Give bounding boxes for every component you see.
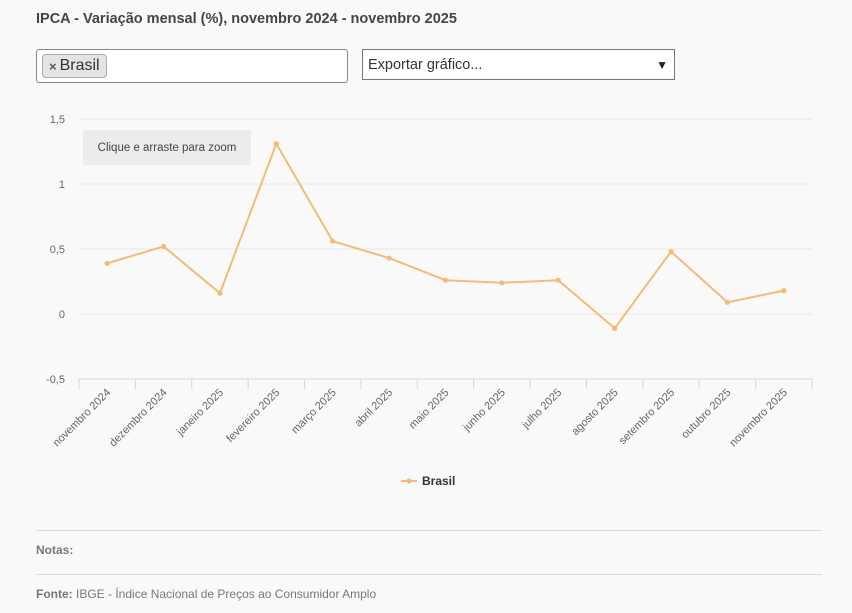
x-tick-label: julho 2025: [519, 387, 564, 432]
filter-tag-brasil: × Brasil: [42, 54, 107, 78]
series-line: [106, 142, 785, 330]
x-tick-label: setembro 2025: [617, 387, 677, 447]
data-point[interactable]: [217, 290, 223, 296]
region-filter-input[interactable]: × Brasil: [36, 49, 348, 83]
data-point[interactable]: [612, 325, 618, 331]
x-tick-label: novembro 2025: [727, 387, 790, 450]
chart-legend: Brasil: [401, 474, 455, 488]
data-point[interactable]: [555, 277, 561, 283]
data-point[interactable]: [668, 249, 674, 255]
y-tick-label: -0,5: [46, 374, 65, 386]
x-tick-label: março 2025: [289, 387, 339, 437]
notes-label: Notas:: [36, 543, 74, 557]
remove-tag-icon[interactable]: ×: [49, 58, 57, 74]
source-value: IBGE - Índice Nacional de Preços ao Cons…: [76, 587, 377, 601]
y-tick-label: 0: [59, 309, 65, 321]
source-label: Fonte:: [36, 587, 73, 601]
x-tick-label: abril 2025: [353, 387, 396, 430]
data-point[interactable]: [442, 277, 449, 283]
x-tick-label: junho 2025: [460, 387, 508, 435]
data-point[interactable]: [273, 141, 279, 147]
data-point[interactable]: [499, 280, 505, 286]
x-tick-label: novembro 2024: [51, 387, 114, 450]
data-point[interactable]: [160, 243, 167, 249]
source-text: Fonte: IBGE - Índice Nacional de Preços …: [36, 587, 376, 601]
divider: [36, 530, 822, 531]
x-tick-label: dezembro 2024: [107, 387, 170, 450]
chevron-down-icon: ▼: [656, 57, 668, 72]
y-tick-label: 1,5: [50, 114, 65, 126]
y-axis: -0,5 0 0,5 1 1,5: [46, 114, 65, 386]
chart-gridlines: [79, 118, 812, 315]
x-tick-label: janeiro 2025: [174, 387, 226, 439]
data-point[interactable]: [724, 299, 731, 305]
chart-title: IPCA - Variação mensal (%), novembro 202…: [36, 11, 457, 27]
data-point[interactable]: [104, 260, 110, 266]
x-tick-label: fevereiro 2025: [224, 387, 282, 445]
x-tick-label: outubro 2025: [679, 387, 733, 441]
data-point[interactable]: [781, 288, 787, 294]
export-select-label: Exportar gráfico...: [368, 56, 483, 73]
x-tick-label: agosto 2025: [569, 387, 620, 438]
filter-tag-label: Brasil: [59, 57, 100, 74]
legend-item-brasil[interactable]: Brasil: [422, 474, 455, 488]
data-point[interactable]: [386, 255, 392, 261]
export-chart-select[interactable]: Exportar gráfico... ▼: [362, 49, 675, 80]
x-tick-label: maio 2025: [407, 387, 452, 432]
divider: [36, 574, 822, 575]
y-tick-label: 1: [59, 179, 65, 191]
legend-marker: [406, 478, 412, 484]
data-point[interactable]: [330, 238, 336, 244]
y-tick-label: 0,5: [50, 244, 65, 256]
zoom-hint: Clique e arraste para zoom: [83, 130, 251, 165]
series-brasil: [104, 141, 787, 331]
